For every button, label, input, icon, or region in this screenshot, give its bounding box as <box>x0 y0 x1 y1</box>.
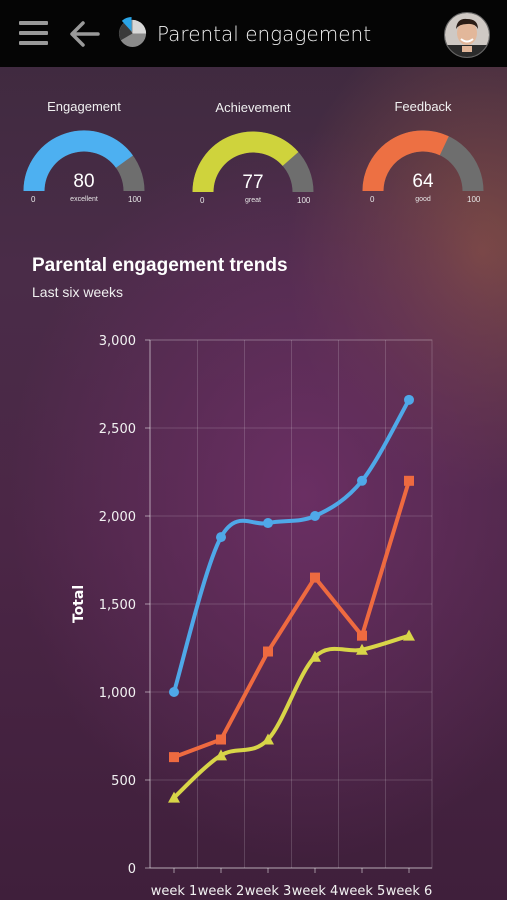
trends-subtitle: Last six weeks <box>32 284 124 300</box>
gauge-fill <box>23 130 133 192</box>
pie-chart-logo-icon <box>118 17 147 48</box>
y-tick-label: 2,000 <box>99 510 136 525</box>
page-title: Parental engagement <box>157 22 372 46</box>
series-line-1 <box>172 397 411 694</box>
gauge-title: Engagement <box>47 99 121 114</box>
gauge-rating-label: good <box>415 196 431 203</box>
y-tick-label: 3,000 <box>99 334 136 349</box>
gauge-max-label: 100 <box>128 195 142 204</box>
data-point[interactable] <box>263 518 273 529</box>
gauge-rating-label: great <box>245 197 261 204</box>
data-point[interactable] <box>356 643 368 655</box>
y-tick-label: 1,000 <box>99 686 136 701</box>
gauge-max-label: 100 <box>297 196 311 205</box>
data-point[interactable] <box>404 394 414 405</box>
user-avatar[interactable] <box>444 12 490 58</box>
data-point[interactable] <box>216 532 226 543</box>
top-app-bar: Parental engagement <box>0 0 507 67</box>
gauge-arc <box>23 130 145 192</box>
gauge-value: 80 <box>73 171 95 192</box>
data-point[interactable] <box>169 752 179 763</box>
data-point[interactable] <box>216 734 226 745</box>
gauge-value: 64 <box>412 171 434 192</box>
y-tick-label: 1,500 <box>99 598 136 613</box>
y-tick-label: 2,500 <box>99 422 136 437</box>
gauge-fill <box>362 130 449 192</box>
x-tick-label: week 1 <box>151 884 198 899</box>
data-point[interactable] <box>169 687 179 697</box>
gauge-min-label: 0 <box>31 195 36 204</box>
series-line-2 <box>172 478 411 760</box>
x-tick-label: week 5 <box>339 884 386 899</box>
achievement-gauge: Achievement 77 great 0 100 <box>178 100 328 220</box>
y-tick-label: 500 <box>111 774 136 789</box>
data-point[interactable] <box>310 572 320 583</box>
data-point[interactable] <box>263 646 273 657</box>
x-tick-label: week 6 <box>386 884 433 899</box>
data-point[interactable] <box>168 791 180 803</box>
gauge-min-label: 0 <box>200 196 205 205</box>
feedback-gauge: Feedback 64 good 0 100 <box>348 99 498 219</box>
trends-title: Parental engagement trends <box>32 255 288 276</box>
data-point[interactable] <box>262 733 274 745</box>
arrow-left-icon[interactable] <box>68 20 100 48</box>
data-point[interactable] <box>215 749 227 761</box>
data-point[interactable] <box>404 475 414 486</box>
y-tick-label: 0 <box>128 862 136 877</box>
x-tick-label: week 2 <box>198 884 245 899</box>
y-axis-label: Total <box>71 585 87 623</box>
x-tick-label: week 4 <box>292 884 339 899</box>
data-point[interactable] <box>310 511 320 521</box>
x-tick-label: week 3 <box>245 884 292 899</box>
data-point[interactable] <box>357 630 367 641</box>
gauge-value: 77 <box>242 172 264 193</box>
data-point[interactable] <box>309 650 321 662</box>
gauge-min-label: 0 <box>370 195 375 204</box>
gauge-rating-label: excellent <box>70 196 98 203</box>
data-point[interactable] <box>403 629 415 641</box>
gauge-title: Achievement <box>215 100 291 115</box>
gauge-title: Feedback <box>394 99 452 114</box>
data-point[interactable] <box>357 475 367 486</box>
engagement-gauge: Engagement 80 excellent 0 100 <box>9 99 159 219</box>
gauge-max-label: 100 <box>467 195 481 204</box>
hamburger-menu-icon[interactable] <box>19 21 48 45</box>
gauge-arc <box>192 131 314 193</box>
gauge-arc <box>362 130 484 192</box>
gauge-fill <box>192 131 299 193</box>
